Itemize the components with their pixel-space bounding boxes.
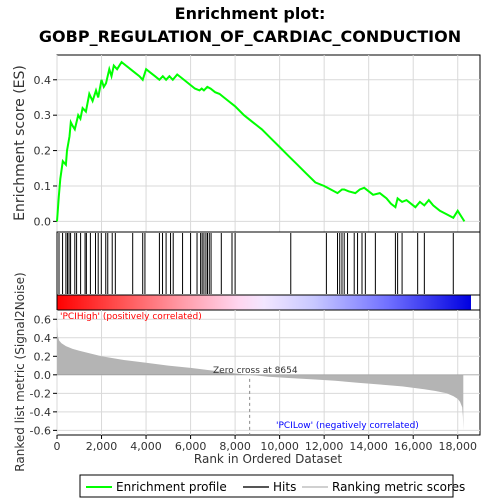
legend-enrichment-label: Enrichment profile bbox=[116, 480, 227, 494]
metric-panel: -0.6 -0.4 -0.2 0.0 0.2 0.4 0.6 'PCIHigh' (posi… bbox=[13, 272, 481, 472]
pos-correlated-label: 'PCIHigh' (positively correlated) bbox=[60, 312, 202, 322]
x-tick-label: 12,000 bbox=[305, 440, 344, 453]
enrichment-profile-line bbox=[56, 60, 466, 222]
x-tick-label: 4,000 bbox=[130, 440, 162, 453]
x-tick-label: 18,000 bbox=[438, 440, 477, 453]
metric-y-tick-label: -0.6 bbox=[30, 424, 51, 437]
metric-y-tick-label: -0.4 bbox=[30, 406, 51, 419]
rank-color-bar bbox=[56, 294, 481, 311]
rank-bar-tail bbox=[471, 295, 480, 310]
x-axis-ticks: 0 2,000 4,000 6,000 8,000 10,000 12,000 14,000 1… bbox=[54, 435, 477, 453]
metric-y-tick-label: 0.2 bbox=[34, 350, 52, 363]
es-y-tick-label: 0.0 bbox=[34, 215, 52, 228]
chart-title-line1: Enrichment plot: bbox=[175, 4, 326, 23]
es-y-axis-label: Enrichment score (ES) bbox=[12, 65, 28, 221]
neg-correlated-label: 'PCILow' (negatively correlated) bbox=[276, 421, 419, 431]
x-tick-label: 0 bbox=[54, 440, 61, 453]
zero-cross-label: Zero cross at 8654 bbox=[213, 366, 298, 376]
es-y-tick-label: 0.1 bbox=[34, 180, 52, 193]
x-tick-label: 8,000 bbox=[219, 440, 251, 453]
x-tick-label: 6,000 bbox=[175, 440, 207, 453]
es-y-tick-label: 0.2 bbox=[34, 145, 52, 158]
metric-y-ticks: -0.6 -0.4 -0.2 0.0 0.2 0.4 0.6 bbox=[30, 313, 57, 437]
es-y-tick-label: 0.4 bbox=[34, 74, 52, 87]
legend-hits-label: Hits bbox=[273, 480, 296, 494]
legend-metric-label: Ranking metric scores bbox=[332, 480, 465, 494]
hits-panel bbox=[56, 231, 481, 296]
es-panel: 0.0 0.1 0.2 0.3 0.4 Enrichment score (ES) bbox=[12, 54, 481, 233]
metric-y-tick-label: 0.4 bbox=[34, 332, 52, 345]
metric-y-axis-label: Ranked list metric (Signal2Noise) bbox=[13, 272, 27, 471]
chart-title-line2: GOBP_REGULATION_OF_CARDIAC_CONDUCTION bbox=[39, 27, 461, 46]
hit-lines bbox=[58, 233, 454, 294]
x-tick-label: 2,000 bbox=[86, 440, 118, 453]
rank-gradient bbox=[57, 295, 471, 310]
x-tick-label: 14,000 bbox=[349, 440, 388, 453]
es-y-tick-label: 0.3 bbox=[34, 109, 52, 122]
x-tick-label: 10,000 bbox=[260, 440, 299, 453]
es-y-ticks: 0.0 0.1 0.2 0.3 0.4 bbox=[34, 74, 57, 228]
legend: Enrichment profile Hits Ranking metric s… bbox=[79, 474, 465, 498]
metric-y-tick-label: -0.2 bbox=[30, 387, 51, 400]
x-tick-label: 16,000 bbox=[394, 440, 433, 453]
hits-panel-frame bbox=[56, 231, 481, 296]
metric-y-tick-label: 0.0 bbox=[34, 369, 52, 382]
x-axis-label: Rank in Ordered Dataset bbox=[194, 452, 342, 466]
ranking-metric-area bbox=[57, 326, 464, 431]
metric-y-tick-label: 0.6 bbox=[34, 313, 52, 326]
